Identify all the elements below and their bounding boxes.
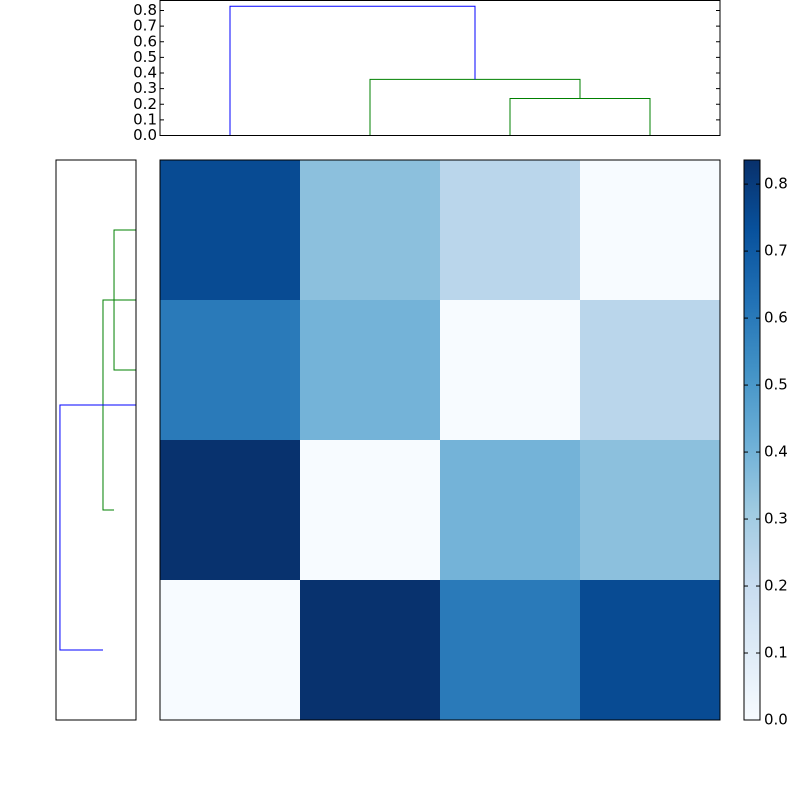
heatmap-cell — [580, 300, 720, 440]
colorbar-tick-label: 0.5 — [764, 376, 788, 394]
heatmap-cell — [160, 580, 300, 720]
y-tick-label: 0.5 — [133, 48, 157, 66]
y-tick-label: 0.1 — [133, 110, 157, 128]
colorbar-tick-label: 0.1 — [764, 644, 788, 662]
heatmap-cell — [580, 160, 720, 300]
colorbar — [743, 159, 761, 721]
colorbar-tick-label: 0.7 — [764, 242, 788, 260]
colorbar-tick-label: 0.3 — [764, 510, 788, 528]
axes-frame — [159, 159, 721, 721]
y-tick-label: 0.3 — [133, 79, 157, 97]
y-tick-label: 0.7 — [133, 17, 157, 35]
heatmap-cell — [440, 300, 580, 440]
heatmap-cell — [440, 440, 580, 580]
dendrogram-link — [229, 5, 476, 136]
colorbar-tick-label: 0.4 — [764, 443, 788, 461]
dendrogram-link — [59, 404, 136, 651]
y-tick-label: 0.4 — [133, 64, 157, 82]
heatmap-cell — [300, 440, 440, 580]
heatmap-cell — [300, 580, 440, 720]
y-tick-label: 0.0 — [133, 126, 157, 144]
heatmap-cell — [300, 160, 440, 300]
axes-frame — [55, 159, 137, 721]
dendrogram-link — [509, 97, 651, 136]
y-tick-label: 0.2 — [133, 95, 157, 113]
heatmap-cell — [440, 160, 580, 300]
y-tick-label: 0.6 — [133, 32, 157, 50]
colorbar-tick-label: 0.6 — [764, 309, 788, 327]
heatmap-cell — [160, 300, 300, 440]
heatmap-cell — [160, 440, 300, 580]
heatmap-cell — [160, 160, 300, 300]
colorbar-tick-label: 0.2 — [764, 577, 788, 595]
colorbar-tick-label: 0.0 — [764, 711, 788, 729]
y-tick-label: 0.8 — [133, 1, 157, 19]
heatmap-cell — [580, 440, 720, 580]
heatmap-cell — [300, 300, 440, 440]
colorbar-tick-label: 0.8 — [764, 175, 788, 193]
heatmap-cell — [580, 580, 720, 720]
axes-frame — [159, 0, 721, 136]
heatmap-cell — [440, 580, 580, 720]
dendrogram-link — [369, 78, 581, 136]
